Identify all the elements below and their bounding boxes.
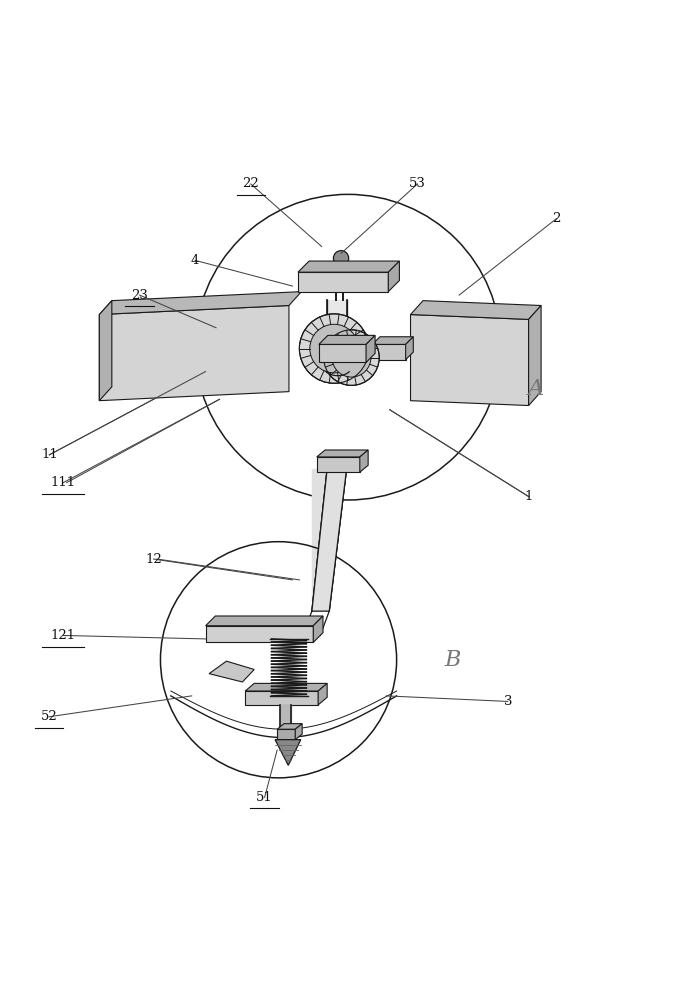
Polygon shape [317,450,368,457]
Text: 4: 4 [191,254,199,267]
Circle shape [333,251,349,266]
Polygon shape [205,616,323,626]
Polygon shape [319,335,375,344]
Polygon shape [411,301,541,319]
Text: 22: 22 [242,177,259,190]
Text: 12: 12 [145,553,162,566]
Polygon shape [406,337,413,360]
Text: 11: 11 [41,448,58,461]
Polygon shape [205,626,313,642]
Text: 1: 1 [524,490,532,503]
Polygon shape [298,272,388,292]
Text: 53: 53 [409,177,426,190]
Polygon shape [388,261,400,292]
Text: 52: 52 [41,710,58,723]
Polygon shape [313,616,323,642]
Polygon shape [528,306,541,406]
Polygon shape [319,344,366,362]
Polygon shape [245,691,318,705]
Polygon shape [295,724,302,740]
Polygon shape [245,683,327,691]
Polygon shape [372,337,413,344]
Polygon shape [298,261,400,272]
Text: A: A [528,378,544,400]
Polygon shape [277,729,295,740]
Circle shape [332,338,371,377]
Polygon shape [277,724,302,729]
Polygon shape [360,450,368,472]
Polygon shape [100,301,112,401]
Polygon shape [209,661,254,682]
Polygon shape [317,457,360,472]
Polygon shape [366,335,375,362]
Circle shape [299,314,369,383]
Circle shape [310,324,358,373]
Polygon shape [312,469,347,611]
Text: B: B [444,649,460,671]
Polygon shape [372,344,406,360]
Text: 121: 121 [51,629,76,642]
Text: 2: 2 [552,212,560,225]
Polygon shape [100,292,301,315]
Text: 111: 111 [51,476,76,489]
Text: 23: 23 [131,289,148,302]
Polygon shape [318,683,327,705]
Polygon shape [275,740,301,765]
Polygon shape [100,306,289,401]
Text: 51: 51 [256,791,273,804]
Circle shape [324,330,379,385]
Text: 3: 3 [503,695,512,708]
Polygon shape [411,315,528,406]
